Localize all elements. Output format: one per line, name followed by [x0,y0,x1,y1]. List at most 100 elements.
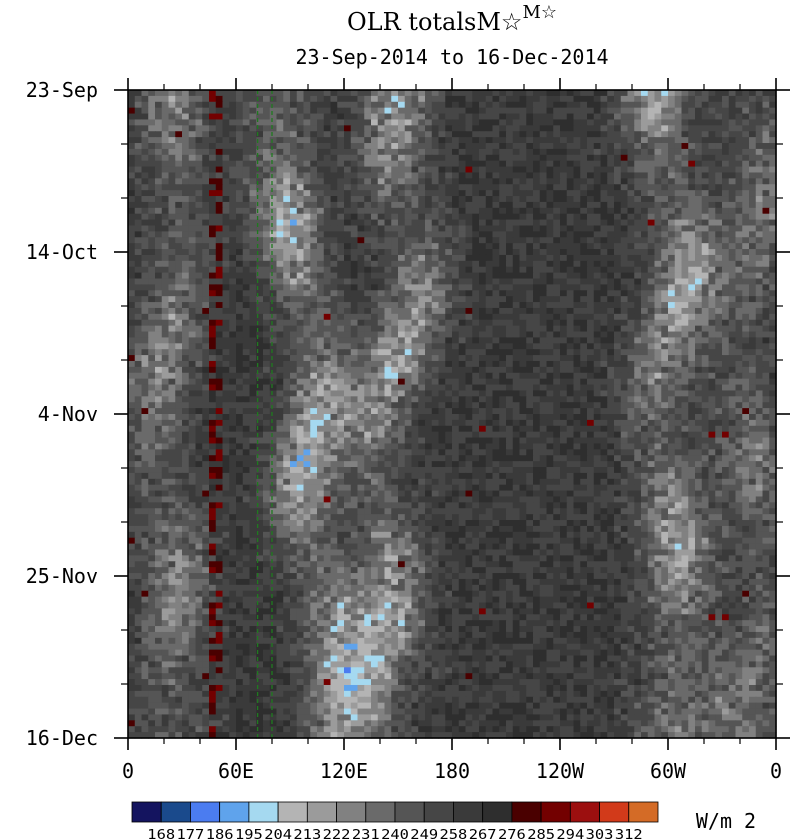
olr-cell [377,337,386,344]
olr-cell [296,119,305,126]
olr-cell [587,213,595,221]
olr-cell [263,237,271,244]
olr-cell [614,278,622,285]
olr-cell [688,131,696,138]
olr-cell [647,278,656,285]
olr-cell [269,266,278,274]
olr-cell [620,390,629,397]
olr-cell [458,201,467,209]
olr-cell [681,272,689,280]
olr-cell [242,378,251,386]
olr-cell [155,302,163,309]
olr-cell [465,260,473,268]
olr-cell [593,278,602,285]
olr-cell [175,331,183,339]
olr-cell [310,349,318,356]
olr-cell [317,272,325,280]
olr-cell [377,166,386,174]
olr-cell [182,378,190,386]
olr-cell [371,360,379,368]
olr-cell [256,148,264,156]
olr-cell [141,254,149,262]
olr-cell [364,119,372,126]
olr-cell [350,143,359,150]
olr-cell [715,125,723,132]
olr-cell [188,154,197,162]
olr-cell [445,319,453,327]
olr-cell [215,166,224,174]
olr-cell [364,249,372,256]
olr-cell [242,266,251,274]
olr-cell [357,113,365,121]
olr-cell [195,178,203,185]
olr-cell [661,166,669,174]
olr-cell [735,225,743,232]
olr-cell [337,313,345,321]
olr-cell [479,296,487,303]
olr-cell [755,101,764,109]
olr-cell [242,101,251,109]
olr-cell [681,184,689,191]
olr-cell [128,302,136,309]
olr-cell [647,107,656,115]
olr-cell [465,178,473,185]
olr-cell [303,378,311,386]
olr-cell [627,302,635,309]
olr-cell [708,278,716,285]
olr-cell [647,331,656,339]
olr-cell [634,266,642,274]
olr-cell [175,284,183,291]
olr-cell [168,343,176,350]
olr-cell [364,378,372,386]
olr-cell [242,390,251,397]
olr-cell [134,237,143,244]
olr-cell [600,325,608,333]
olr-cell [209,237,217,244]
olr-cell [661,178,669,185]
olr-cell [431,178,440,185]
olr-cell [506,143,514,150]
olr-cell [519,296,527,303]
olr-cell [593,90,602,97]
olr-cell [182,313,190,321]
olr-cell [188,160,197,168]
olr-cell [695,331,703,339]
olr-cell [458,390,467,397]
olr-cell [533,260,541,268]
olr-cell [641,148,649,156]
olr-cell [310,107,318,115]
olr-cell [614,272,622,280]
olr-cell [587,160,595,168]
olr-cell [607,307,615,315]
olr-cell [546,119,554,126]
olr-cell [607,95,615,103]
olr-cell [458,154,467,162]
olr-cell [735,337,743,344]
olr-cell [647,95,656,103]
olr-cell [539,119,548,126]
olr-cell [512,137,521,144]
olr-cell [681,319,689,327]
olr-cell [580,207,588,215]
olr-cell [593,101,602,109]
olr-cell [573,266,581,274]
olr-cell [654,190,662,197]
olr-cell [391,166,399,174]
olr-cell [620,219,629,227]
olr-cell [188,190,197,197]
olr-cell [634,172,642,179]
olr-cell [580,260,588,268]
olr-cell [263,166,271,174]
olr-cell [755,207,764,215]
olr-cell [425,125,433,132]
olr-cell [344,160,352,168]
olr-cell [452,196,460,203]
olr-cell [398,290,406,297]
olr-cell [539,243,548,250]
olr-cell [593,349,602,356]
olr-cell [627,154,635,162]
olr-cell [506,349,514,356]
olr-cell [310,331,318,339]
olr-cell [128,196,136,203]
olr-cell [539,166,548,174]
